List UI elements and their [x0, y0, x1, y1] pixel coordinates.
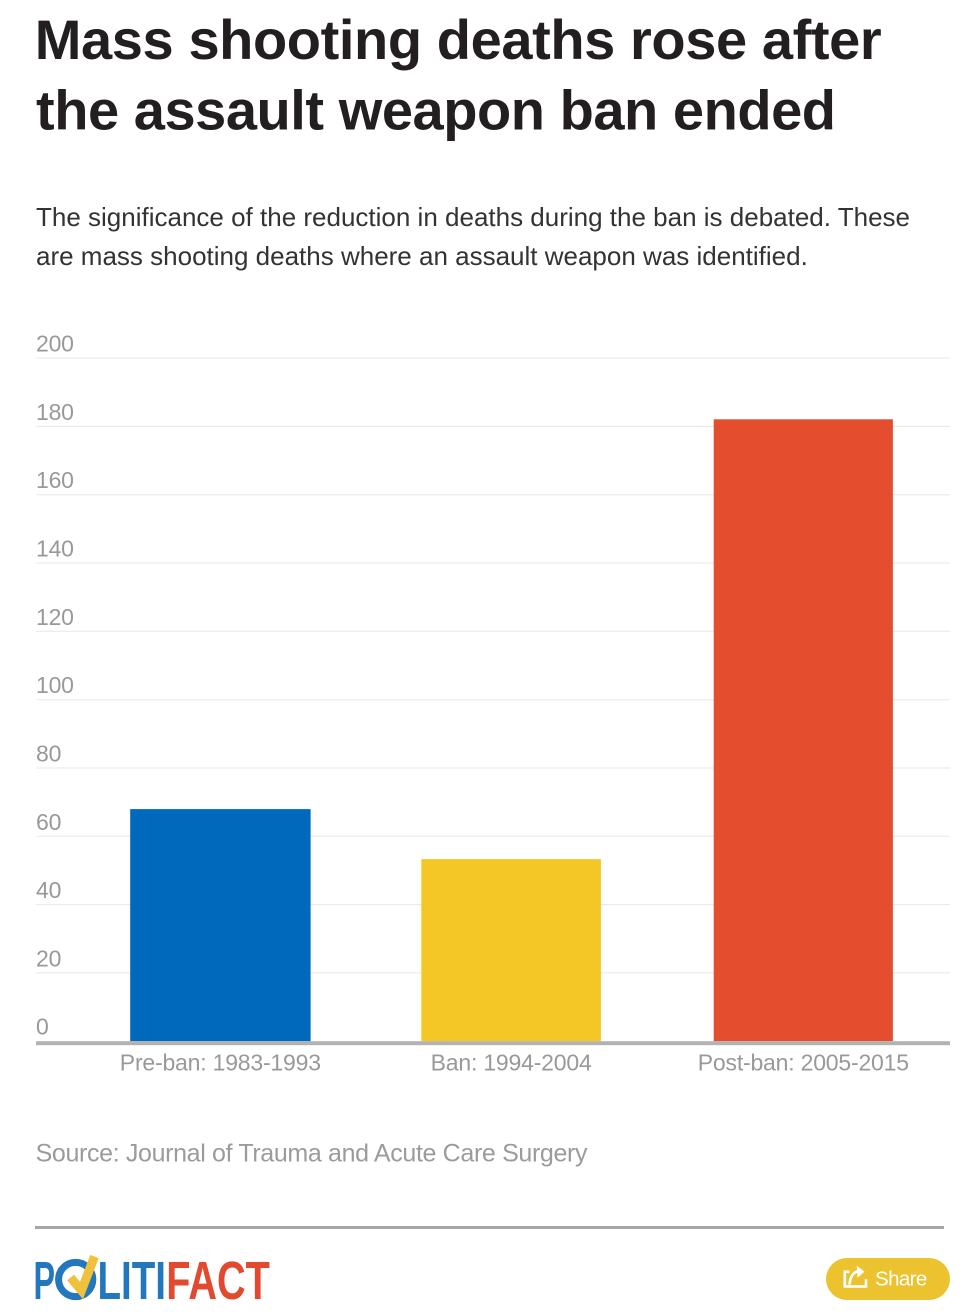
svg-text:Source: Journal of Trauma and: Source: Journal of Trauma and Acute Care… — [36, 1139, 588, 1167]
svg-text:FACT: FACT — [166, 1251, 269, 1311]
svg-text:Pre-ban: 1983-1993: Pre-ban: 1983-1993 — [120, 1050, 321, 1076]
svg-text:120: 120 — [36, 604, 74, 630]
svg-text:LITI: LITI — [98, 1251, 167, 1311]
svg-text:P: P — [34, 1251, 56, 1311]
svg-text:Ban: 1994-2004: Ban: 1994-2004 — [431, 1050, 592, 1076]
svg-text:the assault weapon ban ended: the assault weapon ban ended — [36, 78, 836, 141]
svg-text:Post-ban: 2005-2015: Post-ban: 2005-2015 — [698, 1050, 909, 1076]
svg-text:60: 60 — [36, 809, 61, 835]
svg-text:200: 200 — [36, 331, 74, 357]
svg-text:Share: Share — [875, 1268, 927, 1291]
svg-text:20: 20 — [36, 945, 61, 971]
svg-text:80: 80 — [36, 741, 61, 767]
svg-text:140: 140 — [36, 536, 74, 562]
svg-text:160: 160 — [36, 467, 74, 493]
svg-text:are mass shooting deaths where: are mass shooting deaths where an assaul… — [36, 241, 808, 271]
svg-text:100: 100 — [36, 672, 74, 698]
svg-text:The significance of the reduct: The significance of the reduction in dea… — [36, 202, 910, 232]
svg-text:Mass shooting deaths rose afte: Mass shooting deaths rose after — [35, 8, 881, 71]
svg-text:180: 180 — [36, 399, 74, 425]
svg-text:0: 0 — [36, 1014, 49, 1040]
svg-text:40: 40 — [36, 877, 61, 903]
